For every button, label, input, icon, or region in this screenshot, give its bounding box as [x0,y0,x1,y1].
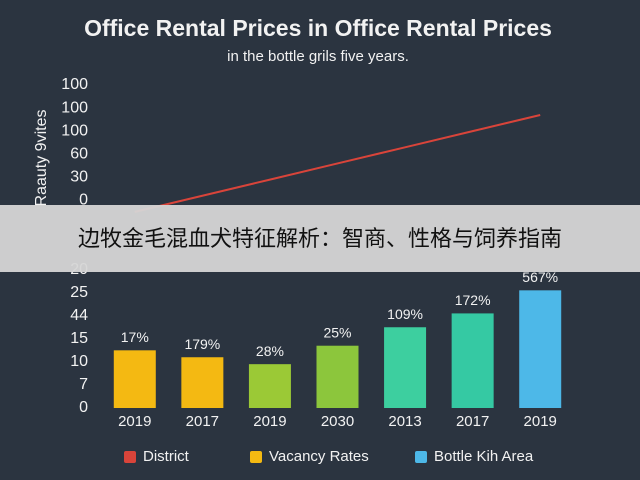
y-tick-label: 44 [70,307,88,324]
bar [316,345,359,408]
y-tick-label: 7 [79,376,88,393]
legend-swatch [415,451,427,463]
x-tick-label: 2019 [524,413,557,430]
y-tick-label: 100 [61,99,88,116]
y-tick-label: 30 [70,169,88,186]
bar-annotation: 567% [522,269,558,285]
y-axis-label: Raauty 9vites [33,110,50,207]
x-tick-label: 2013 [388,413,421,430]
bar [248,364,291,408]
bar [451,313,494,408]
chart-title: Office Rental Prices in Office Rental Pr… [84,15,552,41]
bar-annotation: 17% [121,329,149,345]
x-tick-label: 2019 [253,413,286,430]
x-tick-label: 2017 [186,413,219,430]
bar-annotation: 28% [256,343,284,359]
legend-label: Vacancy Rates [269,448,369,465]
y-tick-label: 0 [79,192,88,209]
y-tick-label: 60 [70,145,88,162]
banner-text: 边牧金毛混血犬特征解析：智商、性格与饲养指南 [78,226,562,251]
y-tick-label: 0 [79,399,88,416]
y-tick-label: 100 [61,76,88,93]
bar-annotation: 25% [323,324,351,340]
legend-swatch [124,451,136,463]
bar-annotation: 179% [184,336,220,352]
bar [113,350,156,408]
banner-background [0,205,640,272]
x-tick-label: 2019 [118,413,151,430]
bar [181,357,224,408]
y-tick-label: 10 [70,353,88,370]
chart-subtitle: in the bottle grils five years. [227,48,409,65]
line-series [134,114,541,213]
bar [519,290,562,408]
x-tick-label: 2030 [321,413,354,430]
y-tick-label: 15 [70,330,88,347]
legend-label: Bottle Kih Area [434,448,534,465]
bar-annotation: 172% [455,292,491,308]
y-tick-label: 25 [70,284,88,301]
bar [384,327,427,408]
legend-label: District [143,448,190,465]
x-tick-label: 2017 [456,413,489,430]
y-tick-label: 100 [61,122,88,139]
bar-annotation: 109% [387,306,423,322]
legend-swatch [250,451,262,463]
